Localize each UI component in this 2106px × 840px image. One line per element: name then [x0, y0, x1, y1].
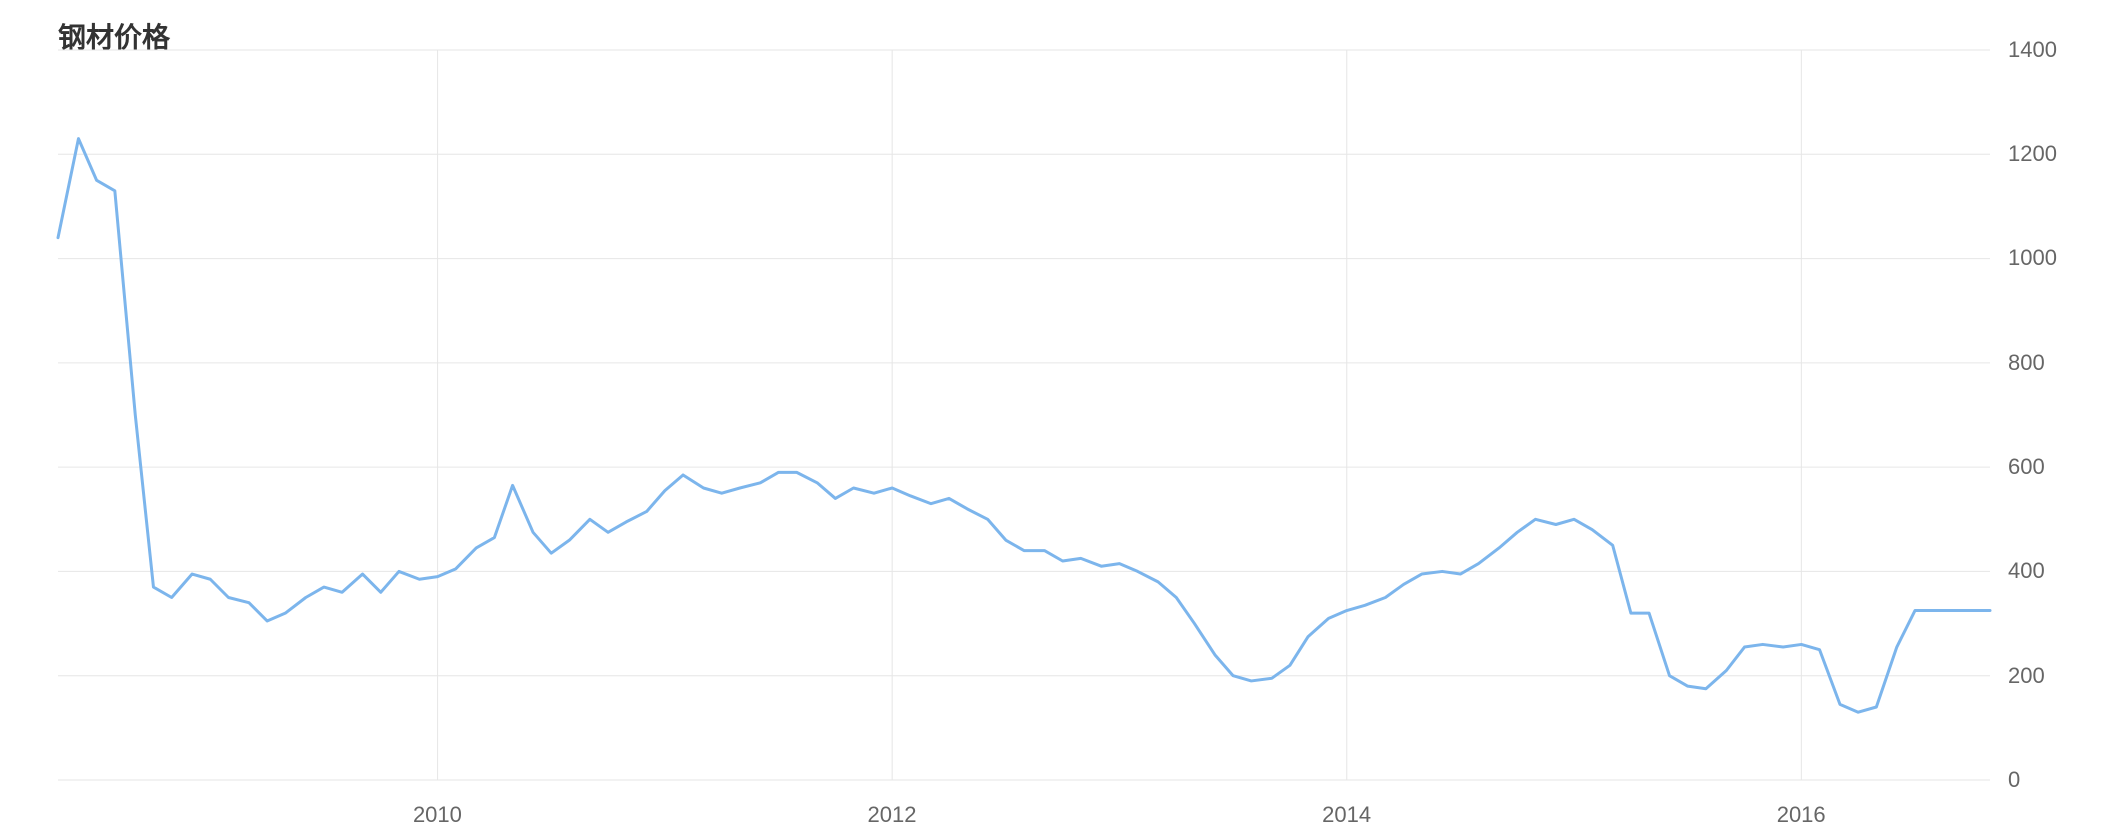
x-axis-label: 2014: [1322, 802, 1371, 828]
x-axis-label: 2010: [413, 802, 462, 828]
y-axis-label: 200: [2008, 663, 2045, 689]
y-axis-label: 800: [2008, 350, 2045, 376]
steel-price-chart: 钢材价格 02004006008001000120014002010201220…: [0, 0, 2106, 840]
chart-svg: [0, 0, 2106, 840]
y-axis-label: 600: [2008, 454, 2045, 480]
x-axis-label: 2016: [1777, 802, 1826, 828]
y-axis-label: 400: [2008, 558, 2045, 584]
x-axis-label: 2012: [868, 802, 917, 828]
y-axis-label: 1400: [2008, 37, 2057, 63]
y-axis-label: 1000: [2008, 245, 2057, 271]
y-axis-label: 1200: [2008, 141, 2057, 167]
y-axis-label: 0: [2008, 767, 2020, 793]
